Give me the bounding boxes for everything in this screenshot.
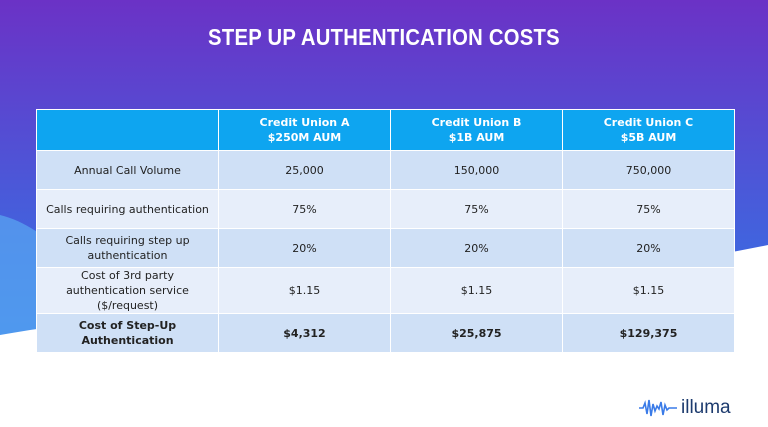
column-header: Credit Union B $1B AUM — [390, 109, 563, 151]
slide-title: STEP UP AUTHENTICATION COSTS — [208, 24, 560, 50]
column-name: Credit Union C — [603, 116, 694, 129]
table-row: Cost of 3rd party authentication service… — [36, 267, 735, 314]
column-name: Credit Union B — [431, 116, 522, 129]
header-row: Credit Union A $250M AUM Credit Union B $1B… — [36, 109, 735, 151]
table-row: Annual Call Volume 25,000 150,000 750,000 — [36, 150, 735, 190]
row-label: Calls requiring step up authentication — [36, 228, 219, 268]
column-aum: $5B AUM — [620, 131, 677, 144]
corner-cell — [36, 109, 219, 151]
cell-value: 75% — [562, 189, 735, 229]
table-row: Calls requiring step up authentication 20… — [36, 228, 735, 268]
column-header: Credit Union C $5B AUM — [562, 109, 735, 151]
row-label: Cost of 3rd party authentication service… — [36, 267, 219, 314]
cell-value: 25,000 — [218, 150, 391, 190]
cell-value: $25,875 — [390, 313, 563, 353]
table-row: Cost of Step-Up Authentication $4,312 $25,… — [36, 313, 735, 353]
table-row: Calls requiring authentication 75% 75% 75% — [36, 189, 735, 229]
cell-value: 75% — [218, 189, 391, 229]
cell-value: $1.15 — [390, 267, 563, 314]
cell-value: 150,000 — [390, 150, 563, 190]
cell-value: 750,000 — [562, 150, 735, 190]
cell-value: 75% — [390, 189, 563, 229]
column-aum: $1B AUM — [448, 131, 505, 144]
row-label: Cost of Step-Up Authentication — [36, 313, 219, 353]
logo-icon — [639, 399, 677, 417]
column-header: Credit Union A $250M AUM — [218, 109, 391, 151]
cell-value: 20% — [562, 228, 735, 268]
cost-table: Credit Union A $250M AUM Credit Union B $1B… — [36, 109, 735, 353]
cell-value: $1.15 — [218, 267, 391, 314]
logo-text: illuma — [681, 397, 731, 418]
column-name: Credit Union A — [259, 116, 350, 129]
row-label: Annual Call Volume — [36, 150, 219, 190]
logo: illuma — [638, 397, 731, 419]
cell-value: $129,375 — [562, 313, 735, 353]
cell-value: $1.15 — [562, 267, 735, 314]
cell-value: 20% — [218, 228, 391, 268]
cell-value: $4,312 — [218, 313, 391, 353]
row-label: Calls requiring authentication — [36, 189, 219, 229]
cell-value: 20% — [390, 228, 563, 268]
column-aum: $250M AUM — [267, 131, 342, 144]
